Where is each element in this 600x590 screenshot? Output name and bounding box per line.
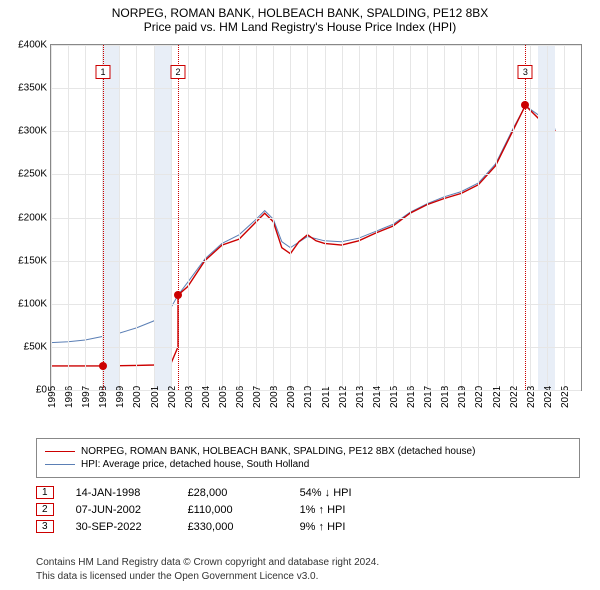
legend: NORPEG, ROMAN BANK, HOLBEACH BANK, SPALD… [36, 438, 580, 478]
marker-dot [99, 362, 107, 370]
event-delta: 9% ↑ HPI [300, 521, 390, 533]
series-line [51, 105, 555, 342]
series-line [51, 105, 555, 366]
event-row: 2 07-JUN-2002 £110,000 1% ↑ HPI [36, 503, 390, 516]
copyright-line-1: Contains HM Land Registry data © Crown c… [36, 556, 379, 570]
y-tick-label: £100K [18, 298, 47, 309]
grid-horizontal [51, 174, 581, 175]
event-index: 3 [36, 520, 54, 533]
chart-plot-area: 1995199619971998199920002001200220032004… [50, 44, 582, 391]
event-date: 14-JAN-1998 [76, 487, 166, 499]
y-tick-label: £150K [18, 255, 47, 266]
legend-label: HPI: Average price, detached house, Sout… [81, 459, 309, 470]
y-tick-label: £50K [24, 341, 47, 352]
y-tick-label: £400K [18, 40, 47, 51]
event-price: £28,000 [188, 487, 278, 499]
copyright: Contains HM Land Registry data © Crown c… [36, 556, 379, 583]
event-row: 3 30-SEP-2022 £330,000 9% ↑ HPI [36, 520, 390, 533]
marker-label: 3 [518, 65, 533, 79]
event-index: 2 [36, 503, 54, 516]
event-date: 30-SEP-2022 [76, 521, 166, 533]
legend-row: NORPEG, ROMAN BANK, HOLBEACH BANK, SPALD… [45, 446, 571, 457]
marker-line [103, 45, 104, 390]
y-tick-label: £200K [18, 212, 47, 223]
y-tick-label: £350K [18, 83, 47, 94]
y-tick-label: £300K [18, 126, 47, 137]
event-index: 1 [36, 486, 54, 499]
grid-horizontal [51, 218, 581, 219]
events-table: 1 14-JAN-1998 £28,000 54% ↓ HPI 2 07-JUN-2002… [36, 482, 390, 537]
legend-swatch [45, 464, 75, 465]
marker-line [178, 45, 179, 390]
grid-horizontal [51, 88, 581, 89]
chart-title-2: Price paid vs. HM Land Registry's House … [0, 20, 600, 38]
grid-horizontal [51, 390, 581, 391]
event-price: £330,000 [188, 521, 278, 533]
grid-horizontal [51, 347, 581, 348]
y-tick-label: £250K [18, 169, 47, 180]
grid-horizontal [51, 304, 581, 305]
event-delta: 1% ↑ HPI [300, 504, 390, 516]
legend-row: HPI: Average price, detached house, Sout… [45, 459, 571, 470]
event-date: 07-JUN-2002 [76, 504, 166, 516]
grid-horizontal [51, 45, 581, 46]
grid-horizontal [51, 261, 581, 262]
event-price: £110,000 [188, 504, 278, 516]
grid-horizontal [51, 131, 581, 132]
marker-label: 1 [95, 65, 110, 79]
marker-label: 2 [171, 65, 186, 79]
event-delta: 54% ↓ HPI [300, 487, 390, 499]
chart-title-1: NORPEG, ROMAN BANK, HOLBEACH BANK, SPALD… [0, 0, 600, 20]
legend-label: NORPEG, ROMAN BANK, HOLBEACH BANK, SPALD… [81, 446, 475, 457]
event-row: 1 14-JAN-1998 £28,000 54% ↓ HPI [36, 486, 390, 499]
marker-line [525, 45, 526, 390]
legend-swatch [45, 451, 75, 452]
y-tick-label: £0 [36, 385, 47, 396]
marker-dot [521, 101, 529, 109]
marker-dot [174, 291, 182, 299]
copyright-line-2: This data is licensed under the Open Gov… [36, 570, 379, 584]
